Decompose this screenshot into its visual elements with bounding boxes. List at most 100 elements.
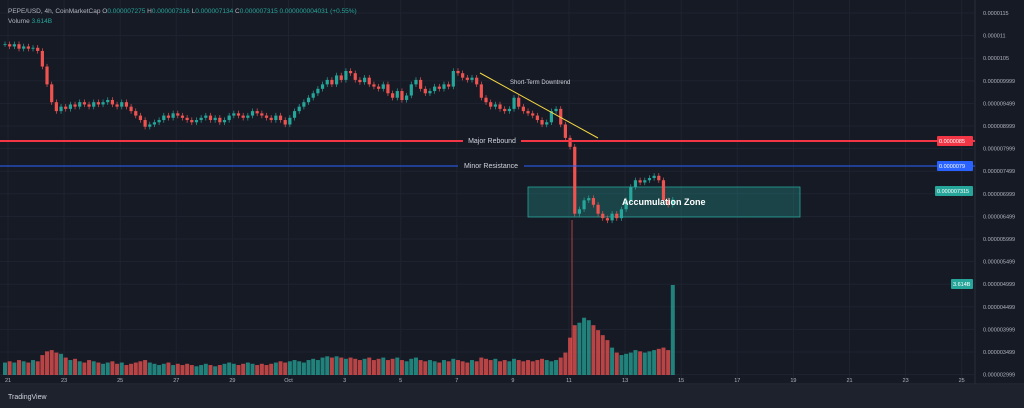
- candle: [526, 111, 530, 114]
- candle: [264, 115, 269, 118]
- candle: [325, 79, 329, 85]
- volume-bar: [591, 325, 596, 375]
- volume-badge-text: 3.614B: [953, 282, 971, 288]
- volume-bar: [563, 352, 568, 375]
- candle: [442, 84, 446, 89]
- candle: [199, 117, 203, 121]
- volume-bar: [638, 351, 643, 375]
- candle: [573, 146, 577, 214]
- candle: [22, 46, 26, 49]
- volume-bar: [427, 360, 432, 375]
- volume-bar: [652, 350, 657, 375]
- volume-bar: [306, 360, 311, 375]
- candle: [633, 180, 638, 187]
- volume-bar: [259, 363, 264, 375]
- downtrend-label: Short-Term Downtrend: [510, 80, 570, 86]
- candle: [484, 97, 488, 103]
- candle: [587, 198, 591, 201]
- volume-bar: [614, 352, 619, 375]
- candle: [461, 73, 465, 78]
- candle: [283, 120, 287, 125]
- candle: [470, 77, 474, 80]
- candle: [222, 120, 227, 123]
- volume-bar: [624, 353, 629, 375]
- candle: [274, 115, 278, 121]
- candle: [73, 104, 77, 107]
- candle: [50, 84, 54, 103]
- volume-bar: [245, 362, 250, 375]
- candle: [605, 218, 610, 221]
- y-tick-label: 0.000007999: [983, 147, 1015, 153]
- volume-bar: [213, 366, 218, 375]
- volume-bar: [87, 360, 92, 375]
- candle: [152, 122, 157, 125]
- volume-bar: [423, 361, 428, 375]
- volume-bar: [554, 360, 559, 375]
- candle: [563, 124, 567, 138]
- volume-bar: [353, 358, 358, 375]
- volume-bar: [418, 360, 423, 375]
- candle: [330, 79, 334, 85]
- volume-bar: [68, 360, 73, 375]
- volume-value: 3.614B: [31, 18, 53, 25]
- volume-bar: [348, 357, 353, 375]
- candle: [241, 115, 245, 118]
- candle: [610, 213, 614, 221]
- candle: [92, 102, 96, 107]
- candle: [306, 97, 311, 103]
- volume-bar: [596, 330, 601, 375]
- volume-bar: [12, 362, 17, 375]
- volume-bar: [516, 360, 521, 375]
- volume-bar: [194, 366, 199, 375]
- candle: [381, 84, 385, 89]
- volume-bar: [619, 355, 624, 375]
- tradingview-logo[interactable]: TradingView: [8, 394, 47, 401]
- volume-bar: [362, 358, 367, 375]
- volume-bar: [441, 360, 446, 375]
- volume-bar: [138, 361, 143, 375]
- candle: [596, 204, 600, 214]
- volume-bar: [180, 365, 185, 375]
- volume-bar: [185, 363, 190, 375]
- candle: [82, 102, 86, 105]
- major-price-badge-text: 0.0000085: [939, 139, 965, 145]
- y-tick-label: 0.000009999: [983, 79, 1015, 85]
- volume-bar: [129, 363, 134, 375]
- candle: [577, 209, 582, 214]
- candle: [246, 115, 250, 118]
- candle: [40, 50, 44, 67]
- candle: [334, 75, 339, 85]
- volume-bar: [628, 352, 633, 375]
- volume-bar: [208, 365, 213, 375]
- label-bg: [463, 136, 521, 146]
- candle: [255, 111, 259, 114]
- candle: [405, 95, 409, 100]
- volume-bar: [367, 357, 372, 375]
- volume-bar: [385, 360, 390, 375]
- x-tick-label: 17: [734, 378, 740, 384]
- candle: [297, 106, 301, 112]
- volume-bar: [157, 365, 162, 375]
- candle: [101, 102, 105, 105]
- candle: [190, 120, 194, 123]
- candle: [456, 70, 460, 74]
- volume-bar: [311, 358, 316, 375]
- volume-bar: [119, 362, 124, 375]
- volume-bar: [250, 363, 255, 375]
- volume-bar: [26, 362, 31, 375]
- volume-bar: [320, 357, 325, 375]
- downtrend-line: [479, 72, 599, 139]
- close-value: 0.000007315: [239, 8, 278, 15]
- volume-bar: [470, 360, 474, 375]
- volume-bar: [465, 362, 470, 375]
- candle: [554, 108, 558, 112]
- x-tick-label: 5: [399, 378, 402, 384]
- candle: [475, 77, 479, 85]
- candle: [157, 120, 161, 123]
- candle: [106, 99, 110, 103]
- volume-label: Volume: [8, 18, 30, 25]
- y-tick-label: 0.000008999: [983, 124, 1015, 130]
